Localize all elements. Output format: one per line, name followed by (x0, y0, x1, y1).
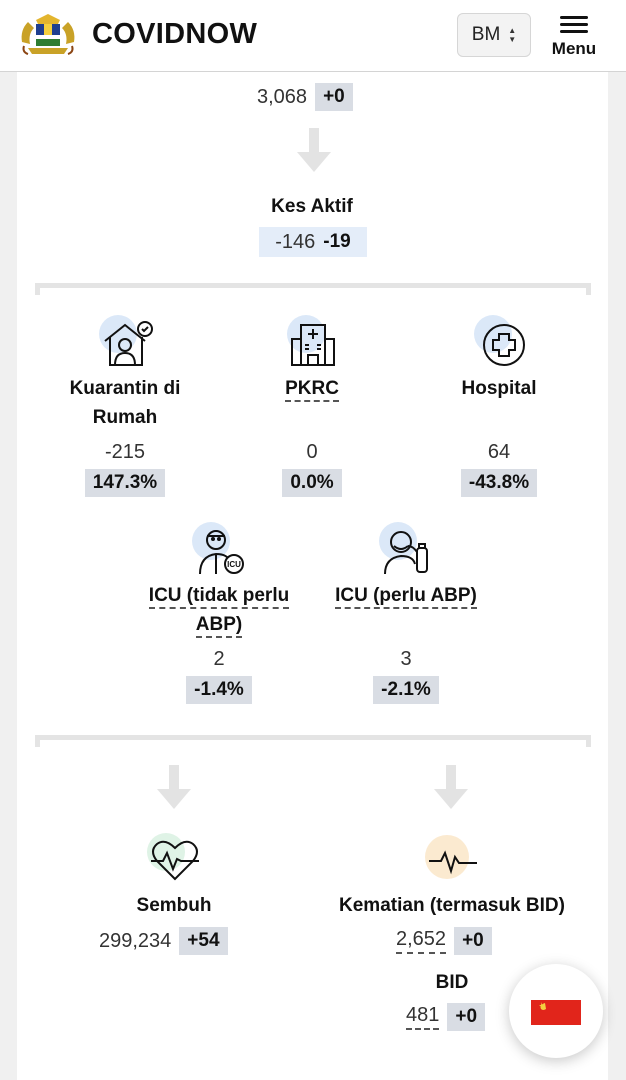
active-cases-title: Kes Aktif (271, 196, 353, 217)
home-quarantine-value: -215 (104, 441, 146, 463)
icu-doctor-icon: ICU (192, 522, 248, 578)
icu-ventilator-pct-row: -2.1% (326, 676, 486, 704)
home-quarantine-pct-row: 147.3% (45, 469, 205, 497)
category-title-line2: Rumah (92, 407, 158, 428)
bid-stat-row: 481 +0 (406, 1003, 486, 1031)
top-stat-row: 3,068 +0 (257, 83, 353, 111)
deaths-value[interactable]: 2,652 (396, 928, 447, 954)
active-cases-delta: -19 (323, 231, 351, 252)
menu-label: Menu (551, 39, 597, 58)
heart-pulse-icon (147, 833, 203, 889)
brand-title[interactable]: COVIDNOW (92, 18, 258, 50)
arrow-down-icon (434, 765, 468, 809)
hospital-value: 64 (487, 441, 511, 463)
pkrc-value: 0 (306, 441, 318, 463)
home-quarantine-icon (99, 315, 155, 371)
state-flag-icon (531, 997, 581, 1025)
hamburger-icon (560, 12, 588, 37)
icu-title-line2: ABP) (195, 614, 243, 638)
bid-delta: +0 (447, 1003, 486, 1031)
top-navbar: COVIDNOW BM ▲ ▼ Menu (0, 0, 626, 72)
icu-no-ventilator-title[interactable]: ICU (tidak perlu ABP) (139, 581, 299, 639)
arrow-down-icon (297, 128, 331, 172)
outcome-divider (35, 735, 591, 747)
bid-value[interactable]: 481 (406, 1004, 440, 1030)
icu-title-line1: ICU (perlu ABP) (335, 585, 477, 609)
pkrc-pct-row: 0.0% (232, 469, 392, 497)
bid-title: BID (435, 972, 469, 993)
category-title-line1: Hospital (461, 378, 537, 399)
menu-button[interactable]: Menu (545, 12, 603, 64)
select-arrows-icon: ▲ ▼ (508, 26, 517, 44)
icu-no-ventilator-pct: -1.4% (186, 676, 252, 704)
hospital-pct: -43.8% (460, 469, 538, 497)
icu-ventilator-pct: -2.1% (373, 676, 439, 704)
pulse-line-icon (425, 835, 481, 891)
deaths-delta: +0 (454, 927, 492, 955)
recovered-delta: +54 (179, 927, 228, 955)
state-selector-button[interactable] (509, 964, 603, 1058)
hospital-pct-row: -43.8% (419, 469, 579, 497)
hospital-icon (474, 315, 530, 371)
language-value: BM (471, 24, 501, 45)
language-select[interactable]: BM ▲ ▼ (457, 13, 531, 57)
active-cases-stat: -146 -19 (259, 227, 367, 257)
category-title-hospital[interactable]: Hospital (419, 374, 579, 403)
icu-title-line1: ICU (tidak perlu (148, 585, 290, 609)
category-title-home-quarantine[interactable]: Kuarantin di Rumah (45, 374, 205, 432)
pkrc-pct: 0.0% (282, 469, 342, 497)
deaths-stat-row: 2,652 +0 (396, 927, 492, 955)
category-title-line1: PKRC (285, 378, 339, 402)
malaysia-coat-of-arms-icon[interactable] (16, 12, 80, 58)
category-title-line1: Kuarantin di (69, 378, 181, 399)
icu-ventilator-icon (379, 522, 435, 578)
icu-no-ventilator-pct-row: -1.4% (139, 676, 299, 704)
arrow-down-icon (157, 765, 191, 809)
home-quarantine-pct: 147.3% (84, 469, 166, 497)
recovered-title: Sembuh (136, 895, 212, 916)
quarantine-center-icon (287, 315, 343, 371)
svg-text:ICU: ICU (227, 560, 241, 569)
top-value: 3,068 (257, 85, 308, 108)
top-delta: +0 (315, 83, 353, 111)
active-cases-value: -146 (275, 230, 316, 253)
recovered-value: 299,234 (99, 929, 172, 952)
deaths-title: Kematian (termasuk BID) (339, 895, 565, 916)
icu-ventilator-title[interactable]: ICU (perlu ABP) (325, 581, 487, 610)
category-title-pkrc[interactable]: PKRC (232, 374, 392, 403)
icu-ventilator-value: 3 (400, 648, 412, 670)
recovered-stat-row: 299,234 +54 (99, 927, 228, 955)
branch-divider (35, 283, 591, 295)
icu-no-ventilator-value: 2 (213, 648, 225, 670)
case-flow-card: 3,068 +0 Kes Aktif -146 -19 (17, 72, 608, 1080)
